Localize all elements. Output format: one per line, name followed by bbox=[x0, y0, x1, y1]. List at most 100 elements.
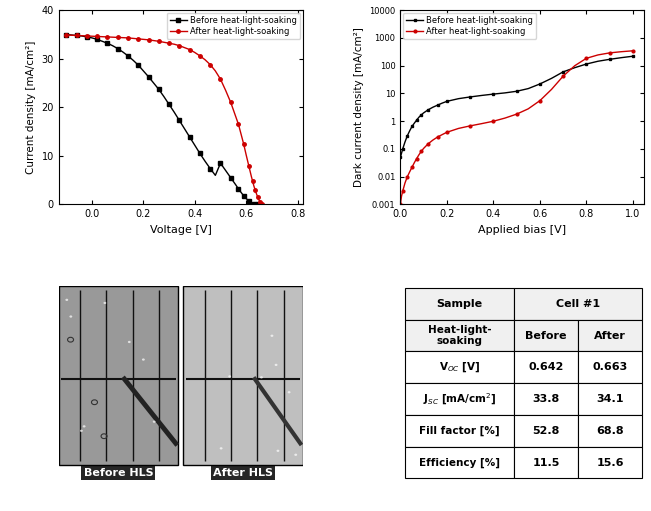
Before heat-light-soaking bbox=[583, 61, 590, 67]
After heat-light-soaking bbox=[237, 131, 245, 137]
Before heat-light-soaking bbox=[78, 33, 86, 39]
After heat-light-soaking bbox=[109, 34, 117, 40]
Circle shape bbox=[70, 315, 72, 318]
Before heat-light-soaking bbox=[240, 193, 247, 199]
Text: 0.642: 0.642 bbox=[529, 362, 564, 373]
After heat-light-soaking bbox=[160, 39, 168, 45]
Before heat-light-soaking bbox=[176, 118, 184, 124]
FancyBboxPatch shape bbox=[514, 352, 578, 383]
After heat-light-soaking bbox=[466, 123, 474, 129]
Before heat-light-soaking bbox=[536, 81, 544, 87]
Before heat-light-soaking bbox=[212, 172, 219, 178]
Before heat-light-soaking bbox=[165, 101, 173, 107]
After heat-light-soaking bbox=[165, 40, 173, 47]
FancyBboxPatch shape bbox=[514, 447, 578, 478]
After heat-light-soaking bbox=[406, 169, 413, 175]
Before heat-light-soaking bbox=[134, 62, 142, 68]
After heat-light-soaking bbox=[417, 148, 425, 154]
After heat-light-soaking bbox=[191, 50, 199, 56]
After heat-light-soaking bbox=[171, 41, 178, 48]
FancyBboxPatch shape bbox=[183, 286, 303, 465]
Before heat-light-soaking bbox=[114, 45, 122, 52]
Legend: Before heat-light-soaking, After heat-light-soaking: Before heat-light-soaking, After heat-li… bbox=[403, 13, 536, 39]
Circle shape bbox=[65, 299, 68, 301]
Before heat-light-soaking bbox=[234, 186, 242, 192]
Circle shape bbox=[153, 421, 156, 423]
Before heat-light-soaking bbox=[478, 92, 486, 99]
Text: After HLS: After HLS bbox=[213, 468, 273, 478]
FancyBboxPatch shape bbox=[405, 415, 514, 447]
Text: Efficiency [%]: Efficiency [%] bbox=[419, 457, 500, 468]
After heat-light-soaking bbox=[617, 49, 625, 55]
After heat-light-soaking bbox=[206, 61, 214, 67]
Circle shape bbox=[80, 430, 83, 432]
After heat-light-soaking bbox=[234, 121, 242, 127]
After heat-light-soaking bbox=[119, 35, 127, 41]
Line: Before heat-light-soaking: Before heat-light-soaking bbox=[399, 55, 634, 159]
Text: 68.8: 68.8 bbox=[596, 426, 624, 436]
FancyBboxPatch shape bbox=[514, 320, 578, 352]
Before heat-light-soaking bbox=[88, 35, 96, 41]
Before heat-light-soaking bbox=[398, 150, 406, 156]
After heat-light-soaking bbox=[478, 121, 486, 127]
After heat-light-soaking bbox=[490, 118, 497, 124]
Circle shape bbox=[219, 447, 223, 450]
Before heat-light-soaking bbox=[73, 32, 81, 38]
After heat-light-soaking bbox=[408, 164, 416, 170]
After heat-light-soaking bbox=[594, 52, 602, 58]
Before heat-light-soaking bbox=[401, 139, 409, 145]
After heat-light-soaking bbox=[254, 194, 262, 200]
Before heat-light-soaking bbox=[406, 128, 413, 134]
Before heat-light-soaking bbox=[62, 32, 70, 38]
After heat-light-soaking bbox=[443, 129, 450, 135]
Before heat-light-soaking bbox=[196, 150, 204, 156]
Text: Heat-light-
soaking: Heat-light- soaking bbox=[428, 325, 492, 346]
After heat-light-soaking bbox=[150, 37, 158, 43]
Circle shape bbox=[260, 376, 263, 379]
Before heat-light-soaking bbox=[454, 96, 462, 102]
Before heat-light-soaking bbox=[232, 182, 240, 188]
Text: 11.5: 11.5 bbox=[533, 457, 560, 468]
After heat-light-soaking bbox=[247, 173, 255, 179]
After heat-light-soaking bbox=[180, 44, 188, 51]
After heat-light-soaking bbox=[420, 145, 428, 151]
Line: After heat-light-soaking: After heat-light-soaking bbox=[64, 33, 264, 206]
After heat-light-soaking bbox=[605, 50, 613, 56]
Before heat-light-soaking bbox=[83, 34, 90, 40]
After heat-light-soaking bbox=[217, 76, 225, 82]
Before heat-light-soaking bbox=[415, 114, 423, 120]
After heat-light-soaking bbox=[454, 125, 462, 131]
Before heat-light-soaking bbox=[245, 198, 253, 204]
Before heat-light-soaking bbox=[396, 154, 404, 160]
Circle shape bbox=[142, 358, 145, 361]
Text: Before: Before bbox=[525, 331, 567, 341]
Before heat-light-soaking bbox=[98, 38, 106, 44]
Before heat-light-soaking bbox=[547, 75, 555, 81]
Text: Sample: Sample bbox=[437, 299, 483, 309]
Before heat-light-soaking bbox=[413, 117, 421, 123]
Before heat-light-soaking bbox=[513, 88, 521, 95]
FancyBboxPatch shape bbox=[578, 352, 642, 383]
Circle shape bbox=[104, 302, 106, 304]
After heat-light-soaking bbox=[196, 53, 204, 59]
FancyBboxPatch shape bbox=[514, 383, 578, 415]
Circle shape bbox=[294, 454, 297, 456]
After heat-light-soaking bbox=[232, 114, 240, 120]
X-axis label: Voltage [V]: Voltage [V] bbox=[150, 225, 212, 235]
Circle shape bbox=[271, 335, 273, 337]
X-axis label: Applied bias [V]: Applied bias [V] bbox=[478, 225, 566, 235]
Text: J$_{SC}$ [mA/cm$^2$]: J$_{SC}$ [mA/cm$^2$] bbox=[423, 391, 497, 407]
Before heat-light-soaking bbox=[434, 102, 441, 108]
After heat-light-soaking bbox=[68, 32, 76, 38]
After heat-light-soaking bbox=[73, 32, 81, 38]
Before heat-light-soaking bbox=[424, 107, 432, 113]
Before heat-light-soaking bbox=[443, 98, 450, 104]
Before heat-light-soaking bbox=[466, 94, 474, 100]
Text: V$_{OC}$ [V]: V$_{OC}$ [V] bbox=[439, 361, 480, 374]
FancyBboxPatch shape bbox=[514, 415, 578, 447]
After heat-light-soaking bbox=[98, 34, 106, 40]
After heat-light-soaking bbox=[434, 134, 441, 140]
Circle shape bbox=[128, 341, 131, 343]
After heat-light-soaking bbox=[524, 106, 532, 112]
Circle shape bbox=[288, 391, 290, 393]
